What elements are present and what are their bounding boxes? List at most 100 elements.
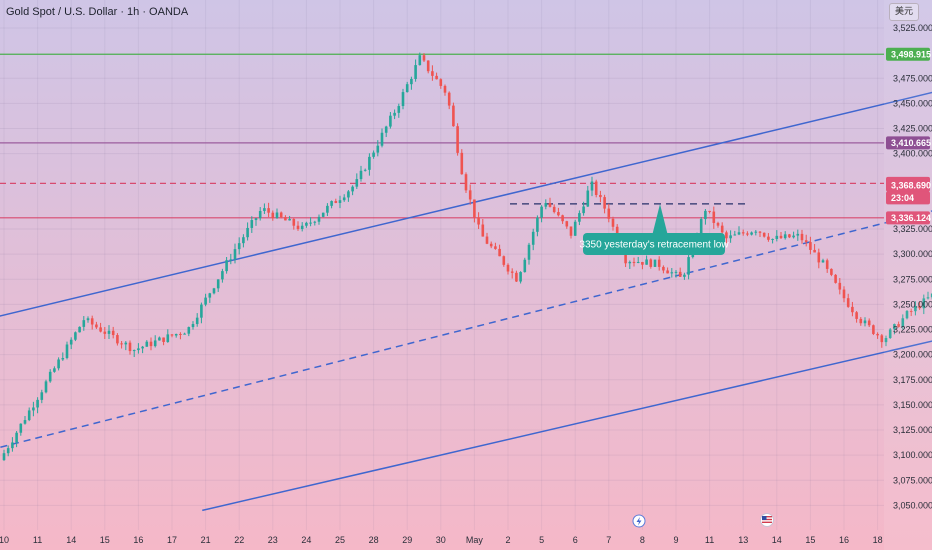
candle-body — [599, 195, 602, 198]
candle-body — [611, 218, 615, 227]
candle-body — [145, 341, 149, 347]
candle-body — [548, 203, 552, 207]
candle-body — [771, 238, 774, 240]
candle-body — [909, 311, 913, 313]
candle-body — [678, 271, 682, 277]
candle-body — [670, 272, 674, 274]
chart-title: Gold Spot / U.S. Dollar · 1h · OANDA — [6, 6, 189, 18]
price-tag — [886, 211, 930, 225]
candle-body — [884, 338, 888, 343]
candle-body — [867, 320, 871, 326]
candle-body — [783, 234, 787, 239]
channel-middle-line[interactable] — [0, 50, 932, 453]
candle-body — [481, 224, 485, 237]
candle-body — [372, 152, 375, 157]
callout-box[interactable] — [583, 233, 725, 255]
channel-upper-line[interactable] — [0, 5, 932, 322]
x-tick-label: 16 — [839, 535, 849, 545]
candle-body — [90, 318, 94, 325]
candle-body — [792, 235, 795, 238]
candle-body — [2, 453, 6, 461]
candle-body — [565, 221, 569, 227]
candle-body — [683, 274, 686, 277]
candle-body — [569, 226, 573, 236]
candle-body — [834, 274, 837, 283]
y-tick-label: 3,050.000 — [893, 500, 932, 510]
candle-body — [506, 264, 510, 272]
candle-body — [485, 236, 489, 244]
candle-body — [729, 235, 732, 239]
candle-body — [573, 221, 577, 236]
candle-body — [607, 208, 611, 219]
candle-body — [578, 213, 581, 222]
candle-body — [662, 266, 665, 271]
channel-lower-line[interactable] — [202, 184, 932, 512]
y-tick-label: 3,250.000 — [893, 299, 932, 309]
candle-body — [741, 232, 745, 234]
candle-body — [855, 312, 858, 319]
price-axis[interactable]: 3,525.000 3,475.000 3,450.000 3,425.000 3,40… — [893, 23, 932, 510]
y-tick-label: 3,075.000 — [893, 475, 932, 485]
candle-body — [531, 231, 535, 245]
candle-body — [132, 350, 136, 352]
us-flag-icon[interactable] — [760, 513, 774, 527]
time-axis[interactable]: 10 11 14 15 16 17 21 22 23 24 25 28 29 30 May 2 5 6 7 8 9 11 1… — [0, 535, 883, 545]
candle-body — [103, 331, 107, 334]
candle-body — [754, 231, 758, 233]
trend-channel[interactable] — [0, 5, 932, 512]
candle-body — [242, 237, 245, 244]
candle-body — [258, 210, 262, 219]
candle-body — [233, 249, 237, 260]
x-tick-label: 9 — [673, 535, 678, 545]
currency-button[interactable]: 美元 — [889, 3, 919, 21]
candle-body — [187, 327, 191, 334]
candle-body — [733, 234, 737, 236]
candle-body — [414, 65, 417, 79]
candle-body — [305, 222, 308, 226]
lightning-icon[interactable] — [632, 514, 646, 528]
candle-body — [410, 78, 413, 85]
candle-body — [720, 225, 724, 233]
candle-body — [44, 381, 48, 393]
candle-body — [174, 333, 178, 336]
candle-body — [204, 297, 207, 305]
candle-body — [888, 329, 892, 339]
candle-body — [846, 298, 850, 307]
x-tick-label: 25 — [335, 535, 345, 545]
candle-body — [162, 337, 165, 342]
x-tick-label: 28 — [369, 535, 379, 545]
candle-body — [221, 271, 224, 280]
x-tick-label: 11 — [33, 535, 42, 545]
candle-body — [914, 306, 917, 312]
candle-body — [82, 320, 86, 327]
candle-body — [804, 240, 808, 243]
y-tick-label: 3,425.000 — [893, 124, 932, 134]
candle-body — [384, 126, 388, 133]
x-tick-label: 10 — [0, 535, 9, 545]
candle-body — [657, 259, 661, 267]
candle-body — [170, 334, 174, 336]
candle-body — [179, 333, 182, 335]
candle-body — [821, 260, 825, 263]
candle-body — [111, 330, 115, 336]
candle-body — [229, 259, 233, 261]
candle-body — [86, 318, 90, 321]
price-tag — [886, 47, 930, 61]
candle-body — [200, 304, 203, 318]
annotation-callout[interactable]: 3350 yesterday's retracement low — [579, 204, 729, 255]
price-axis-panel[interactable] — [884, 0, 932, 550]
candle-body — [813, 249, 816, 253]
candle-body — [116, 335, 119, 344]
candle-body — [292, 219, 296, 226]
candle-body — [15, 432, 18, 443]
candle-body — [674, 271, 678, 273]
x-tick-label: 23 — [268, 535, 278, 545]
candle-body — [32, 407, 35, 411]
candle-body — [930, 293, 932, 298]
candle-body — [347, 191, 350, 198]
candle-body — [338, 200, 342, 203]
candle-body — [762, 232, 766, 237]
candle-body — [632, 261, 636, 263]
